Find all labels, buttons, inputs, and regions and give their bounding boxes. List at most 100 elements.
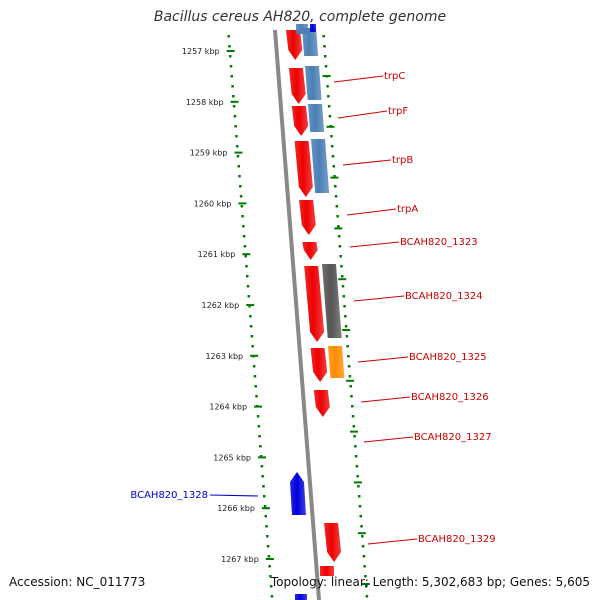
genome-title: Bacillus cereus AH820, complete genome	[153, 9, 447, 25]
guide-dot	[365, 595, 369, 598]
guide-dot	[229, 55, 232, 58]
reverse-gene-arrow	[290, 472, 306, 515]
guide-dot	[251, 345, 254, 348]
guide-dot	[233, 115, 237, 118]
feature-box	[328, 346, 345, 378]
guide-dot	[248, 305, 251, 308]
guide-dot	[231, 85, 234, 88]
guide-dot	[234, 125, 237, 128]
guide-dot	[242, 235, 246, 238]
guide-dot	[249, 315, 252, 318]
feature-box	[311, 139, 330, 193]
accession-label: Accession: NC_011773	[9, 575, 146, 589]
gene-label-leader	[337, 110, 388, 119]
guide-dot	[330, 135, 333, 138]
guide-dot	[323, 45, 326, 48]
guide-dot	[244, 255, 247, 258]
guide-dot	[239, 195, 243, 198]
guide-dot	[361, 545, 365, 548]
gene-label-leader	[346, 208, 397, 216]
topology-summary: Topology: linear; Length: 5,302,683 bp; …	[270, 575, 590, 589]
reverse-gene-arrow	[295, 594, 307, 600]
guide-dot	[249, 325, 253, 328]
guide-dot	[364, 575, 367, 578]
guide-dot	[254, 385, 257, 388]
scale-tick-label: 1257 kbp	[182, 47, 220, 56]
guide-dot	[267, 555, 271, 558]
gene-arrow	[291, 106, 309, 136]
guide-dot	[339, 255, 342, 258]
gene-label: trpB	[392, 155, 413, 166]
guide-dot	[262, 495, 266, 498]
guide-dot	[334, 195, 338, 198]
gene-label-leader	[367, 538, 418, 545]
guide-dot	[341, 285, 345, 288]
guide-dot	[349, 385, 352, 388]
guide-dot	[327, 95, 330, 98]
gene-label: BCAH820_1324	[405, 291, 483, 302]
guide-dot	[337, 235, 341, 238]
gene-arrow	[302, 242, 318, 260]
guide-dot	[245, 265, 248, 268]
guide-dot	[328, 115, 332, 118]
gene-arrow	[288, 68, 306, 104]
guide-dot	[239, 185, 242, 188]
guide-dot	[235, 145, 239, 148]
guide-dot	[243, 245, 247, 248]
guide-dot	[359, 515, 363, 518]
guide-dot	[266, 535, 269, 538]
gene-arrow	[324, 523, 342, 562]
guide-dot	[342, 295, 346, 298]
guide-dot	[340, 265, 343, 268]
guide-dot	[351, 415, 355, 418]
gene-arrow	[310, 348, 328, 382]
guide-dot	[347, 355, 350, 358]
guide-dot	[345, 335, 349, 338]
guide-dot	[255, 395, 258, 398]
guide-dot	[241, 215, 244, 218]
scale-tick-label: 1263 kbp	[205, 352, 243, 361]
gene-label-leader	[209, 494, 259, 497]
guide-dot	[258, 435, 261, 438]
gene-label-leader	[342, 159, 392, 166]
scale-tick-label: 1261 kbp	[198, 250, 236, 259]
gene-label: BCAH820_1326	[411, 392, 489, 403]
guide-dot	[331, 155, 335, 158]
guide-dot	[232, 105, 236, 108]
gene-label-leader	[353, 295, 405, 302]
scale-tick-label: 1258 kbp	[186, 98, 224, 107]
guide-dot	[265, 525, 268, 528]
guide-dot	[364, 585, 368, 588]
gene-label-leader	[357, 356, 409, 363]
gene-arrow	[286, 30, 303, 60]
guide-dot	[361, 535, 364, 538]
feature-box	[308, 104, 325, 132]
guide-dot	[351, 405, 354, 408]
guide-dot	[352, 425, 356, 428]
guide-dot	[338, 245, 342, 248]
guide-dot	[268, 565, 271, 568]
guide-dot	[357, 495, 361, 498]
guide-dot	[238, 175, 241, 178]
guide-dot	[354, 455, 358, 458]
guide-dot	[340, 275, 344, 278]
scale-tick-label: 1266 kbp	[217, 504, 255, 513]
gene-label: BCAH820_1327	[414, 432, 492, 443]
guide-dot	[269, 585, 273, 588]
guide-dot	[245, 275, 249, 278]
guide-dot	[236, 155, 240, 158]
guide-dot	[237, 165, 240, 168]
guide-dot	[246, 285, 250, 288]
guide-dot	[348, 375, 352, 378]
guide-dot	[333, 175, 336, 178]
guide-dot	[322, 35, 325, 38]
guide-dot	[330, 145, 334, 148]
guide-dot	[232, 95, 235, 98]
guide-dot	[358, 505, 362, 508]
guide-dot	[259, 445, 262, 448]
guide-dot	[335, 205, 339, 208]
gene-arrow	[294, 141, 313, 197]
guide-dot	[326, 85, 329, 88]
scale-tick-label: 1265 kbp	[213, 453, 251, 462]
